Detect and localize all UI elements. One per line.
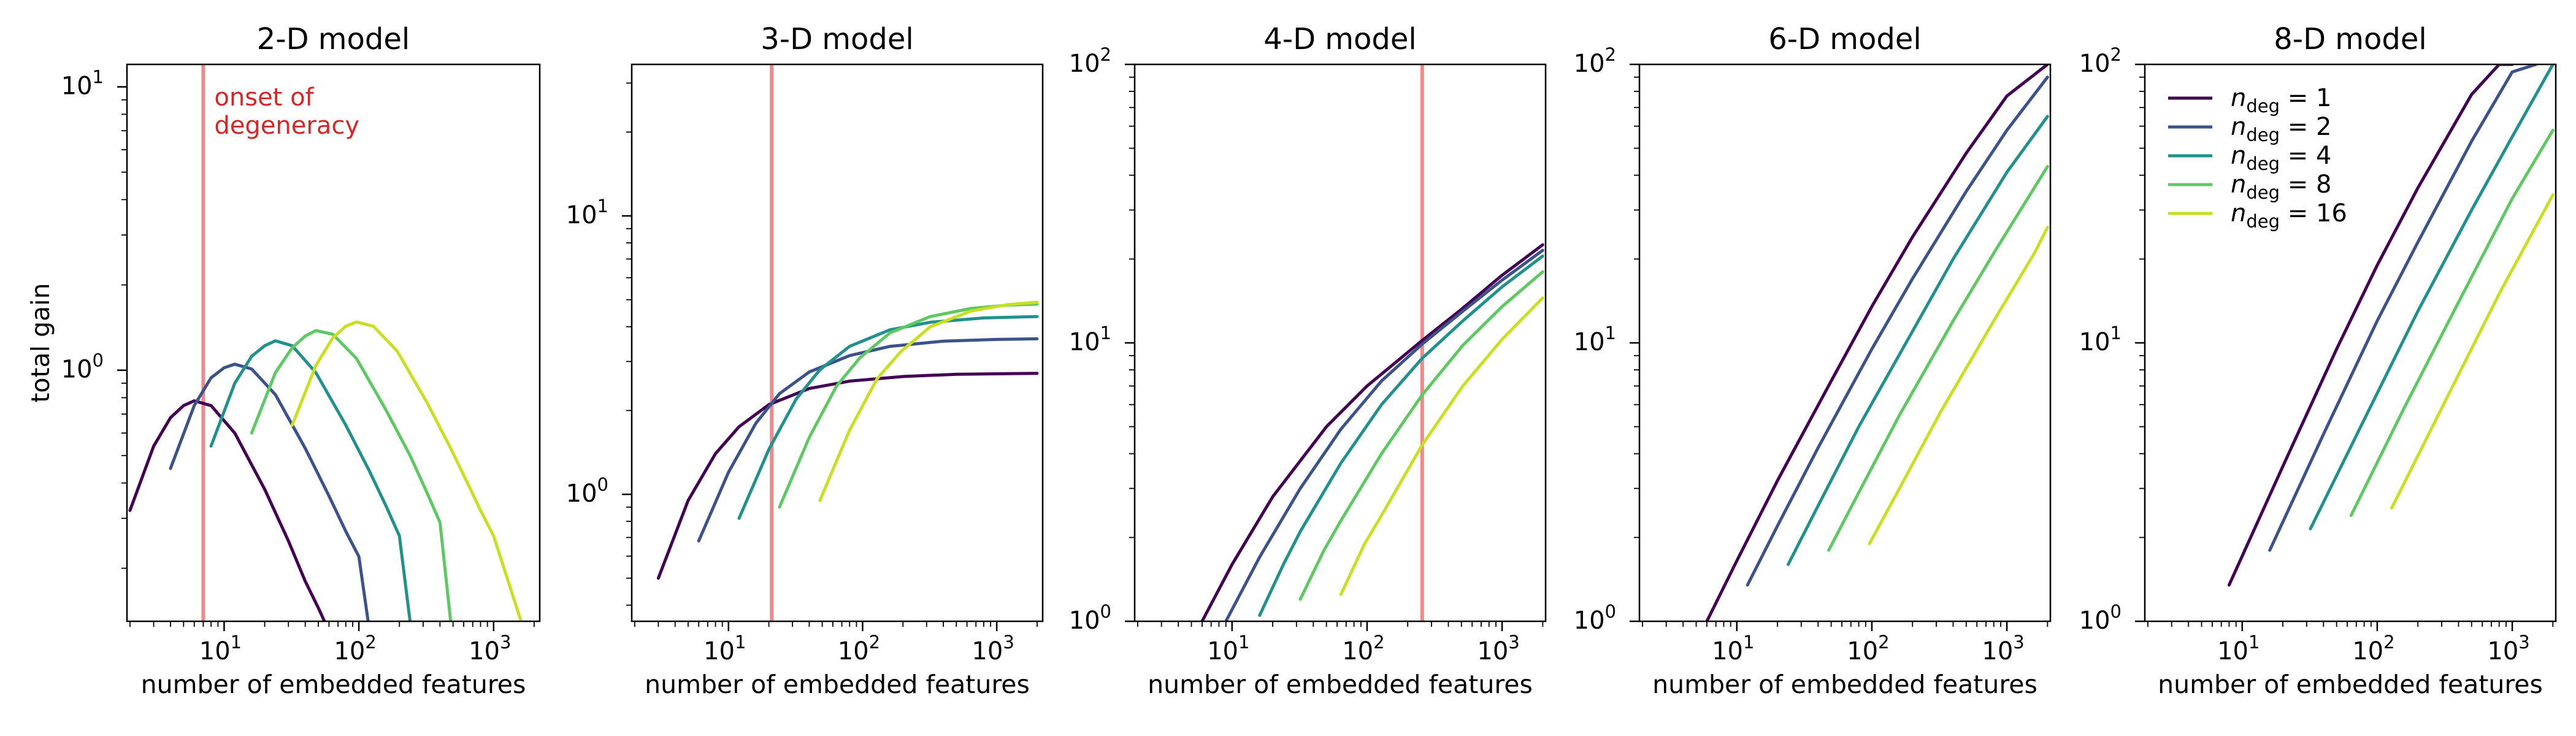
series-line-n-deg-4 [737,315,1039,520]
series-line-n-deg-1 [656,372,1039,580]
x-tick-label: 101 [1712,632,1754,665]
x-tick-label: 101 [199,632,242,665]
x-tick-label: 103 [1982,632,2024,665]
x-tick-label: 102 [334,632,376,665]
series-line-n-deg-16 [1868,226,2049,545]
annotation-text: onset of [214,83,314,112]
series-line-n-deg-4 [1258,255,1544,617]
legend-entry: ndeg = 16 [2231,199,2347,232]
series-line-n-deg-1 [1705,64,2049,621]
series-line-n-deg-2 [169,362,370,621]
y-axis-label: total gain [26,283,55,402]
series-line-n-deg-8 [1298,270,1544,601]
x-axis-label: number of embedded features [1148,670,1533,699]
plot-frame [2144,63,2557,623]
series-line-n-deg-2 [2268,64,2538,552]
y-tick-label: 101 [2079,323,2122,356]
series-line-n-deg-16 [2390,193,2555,510]
plot-frame [126,63,541,623]
legend-entry: ndeg = 4 [2231,142,2331,174]
y-tick-label: 101 [1574,323,1616,356]
y-tick-label: 101 [1069,323,1111,356]
annotation-text: degeneracy [214,112,359,140]
series-line-n-deg-8 [2349,128,2555,517]
x-tick-label: 102 [2352,632,2394,665]
series-line-n-deg-1 [1200,243,1544,621]
panel-3d-model: 101 102 103 100 101 3-D model number of embedd… [566,22,1044,699]
panel-8d-model: 101 102 103 100 101 102 8-D model number of emb… [2079,22,2557,699]
y-tick-label: 102 [1574,44,1616,78]
x-tick-label: 103 [469,632,511,665]
series-line-n-deg-16 [1339,296,1544,596]
x-axis-label: number of embedded features [1652,670,2037,699]
series-line-n-deg-8 [1827,164,2049,552]
series-line-n-deg-4 [1787,115,2049,566]
plot-frame [1133,63,1547,623]
x-tick-label: 102 [1342,632,1384,665]
panel-title: 4-D model [1263,22,1417,56]
x-tick-label: 103 [2487,632,2529,665]
x-tick-label: 103 [972,632,1014,665]
y-tick-label: 101 [566,196,608,229]
panel-title: 3-D model [761,22,914,56]
panel-title: 6-D model [1768,22,1922,56]
panel-title: 8-D model [2274,22,2427,56]
series-line-n-deg-4 [2309,64,2555,531]
series-line-n-deg-2 [697,337,1039,543]
y-tick-label: 102 [2079,44,2122,78]
x-tick-label: 101 [1207,632,1249,665]
y-tick-label: 100 [1069,601,1111,635]
x-tick-label: 102 [838,632,880,665]
x-axis-label: number of embedded features [645,670,1030,699]
x-tick-label: 101 [2217,632,2260,665]
x-tick-label: 103 [1477,632,1519,665]
series-line-n-deg-2 [1224,248,1544,621]
x-tick-label: 101 [703,632,746,665]
series-line-n-deg-1 [2227,64,2514,587]
legend-entry: ndeg = 8 [2231,171,2331,203]
plot-frame [1638,63,2052,623]
legend-entry: ndeg = 1 [2231,84,2331,117]
legend-entry: ndeg = 2 [2231,113,2331,145]
x-axis-label: number of embedded features [141,670,526,699]
y-tick-label: 100 [566,474,608,508]
y-tick-label: 101 [61,67,104,101]
x-axis-label: number of embedded features [2158,670,2543,699]
panel-title: 2-D model [257,22,410,56]
panel-2d-model: 101 102 103 100 101 2-D model number of embedd… [26,22,541,699]
y-tick-label: 100 [2079,601,2122,635]
y-tick-label: 100 [1574,601,1616,635]
series-line-n-deg-16 [290,320,523,621]
panel-4d-model: 101 102 103 100 101 102 4-D model number of emb… [1069,22,1547,699]
x-tick-label: 102 [1847,632,1889,665]
panel-6d-model: 101 102 103 100 101 102 6-D model number of emb… [1574,22,2052,699]
plot-frame [631,63,1044,623]
series-line-n-deg-8 [778,302,1039,509]
y-tick-label: 100 [61,350,104,384]
y-tick-label: 102 [1069,44,1111,78]
series-line-n-deg-8 [250,329,453,621]
series-line-n-deg-4 [209,339,412,621]
series-line-n-deg-2 [1746,75,2049,587]
series-line-n-deg-16 [818,301,1039,502]
series-line-n-deg-1 [128,399,326,621]
